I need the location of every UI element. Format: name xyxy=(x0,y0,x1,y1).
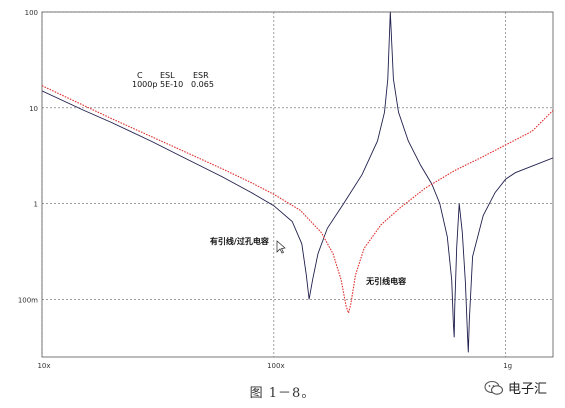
watermark-text: 电子汇 xyxy=(507,382,547,397)
series-group xyxy=(42,12,553,353)
y-tick-label: 10 xyxy=(29,105,38,113)
plot-area xyxy=(41,11,554,358)
x-tick-label: 100x xyxy=(267,362,285,370)
caption-text: 图 1－8 xyxy=(249,386,302,401)
series-label-1: 无引线电容 xyxy=(365,276,406,286)
y-tick-label: 100m xyxy=(18,296,38,304)
series-line-0 xyxy=(42,12,553,353)
caption-suffix: 。 xyxy=(301,386,316,401)
y-tick-label: 100 xyxy=(25,9,38,17)
figure-caption: 图 1－8。 xyxy=(0,382,565,401)
x-tick-label: 10x xyxy=(37,362,50,370)
y-tick-label: 1 xyxy=(34,201,38,209)
ann-value-esl: 5E-10 xyxy=(160,80,183,89)
y-axis-ticks: 100 10 1 100m xyxy=(18,9,38,304)
watermark: 电子汇 xyxy=(484,378,547,397)
series-label-0: 有引线/过孔电容 xyxy=(210,236,269,246)
x-axis-ticks: 10x 100x 1g xyxy=(37,362,512,370)
ann-value-c: 1000p xyxy=(132,80,157,89)
annotation-table: C ESL ESR 1000p 5E-10 0.065 xyxy=(132,71,214,89)
mouse-cursor-icon xyxy=(276,240,286,254)
grid-lines xyxy=(41,11,553,357)
wechat-bubble-icon xyxy=(484,380,504,395)
x-tick-label: 1g xyxy=(503,362,512,370)
ann-value-esr: 0.065 xyxy=(191,80,214,89)
ann-header-c: C xyxy=(137,71,143,80)
ann-header-esl: ESL xyxy=(160,71,175,80)
ann-header-esr: ESR xyxy=(193,71,209,80)
